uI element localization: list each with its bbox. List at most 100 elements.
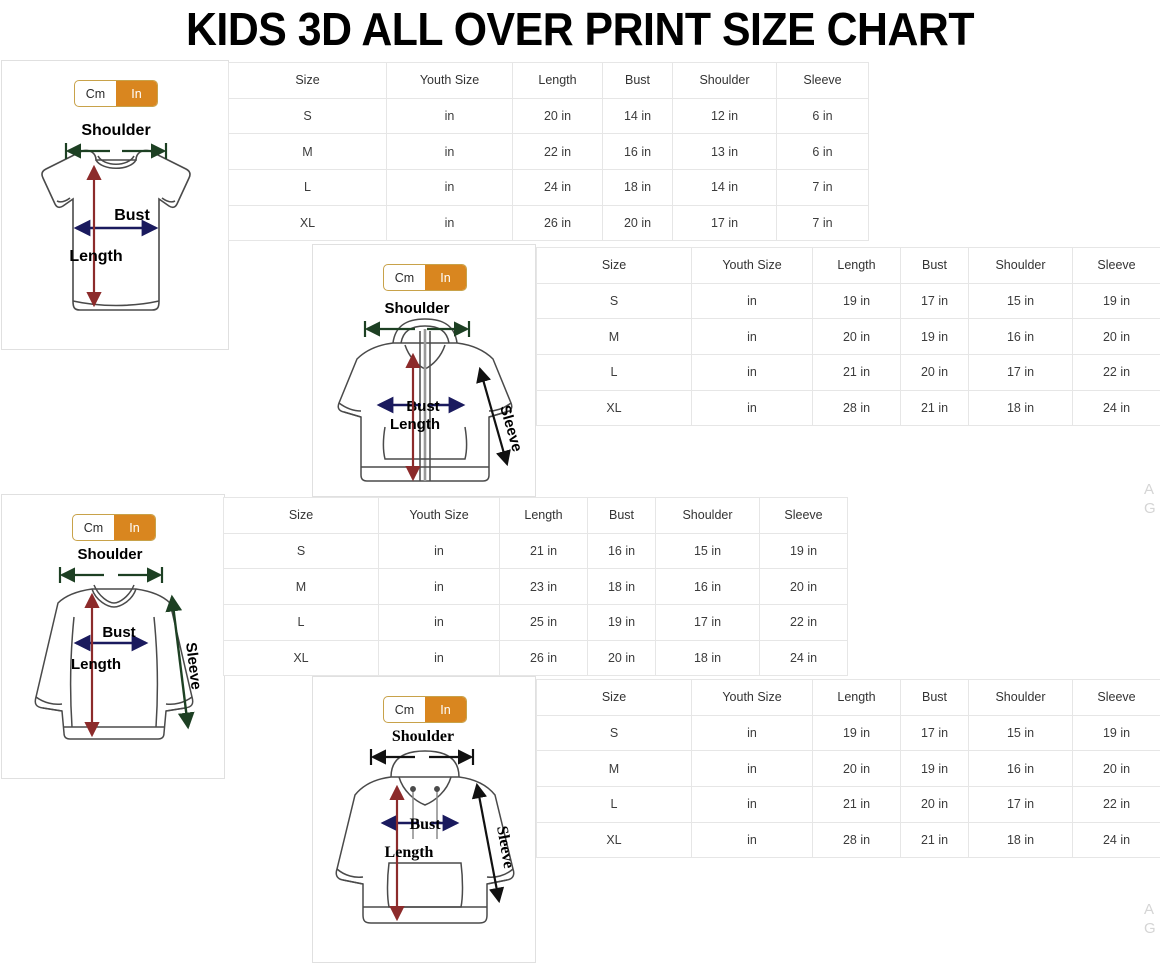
zip-hoodie-length-label: Length (390, 416, 440, 433)
cell-youth: in (378, 532, 500, 570)
table-row: M in 23 in 18 in 16 in 20 in (223, 568, 848, 606)
cell-size: M (536, 750, 692, 788)
cell-shoulder: 13 in (672, 133, 777, 171)
cell-sleeve: 6 in (776, 97, 869, 135)
unit-toggle-in[interactable]: In (116, 81, 157, 106)
cell-length: 21 in (812, 786, 901, 823)
cell-size: S (223, 532, 379, 570)
unit-toggle-cm[interactable]: Cm (394, 702, 415, 717)
unit-toggle-cm[interactable]: Cm (85, 86, 106, 101)
long-sleeve-sleeve-label: Sleeve (182, 641, 205, 690)
cell-shoulder: 16 in (968, 318, 1073, 356)
cell-bust: 20 in (602, 204, 673, 242)
unit-toggle-cm[interactable]: Cm (394, 270, 415, 285)
cell-sleeve: 6 in (776, 133, 869, 171)
cell-sleeve: 19 in (759, 532, 848, 570)
table-row: L in 21 in 20 in 17 in 22 in (536, 354, 1160, 391)
cell-bust: 19 in (587, 604, 656, 641)
zip-hoodie-bust-label: Bust (406, 398, 439, 415)
column-header-size: Size (223, 497, 379, 534)
table-row: M in 22 in 16 in 13 in 6 in (228, 133, 869, 171)
unit-toggle-in[interactable]: In (425, 265, 466, 290)
pullover-hoodie-sleeve-label: Sleeve (493, 825, 517, 870)
column-header-size: Size (228, 62, 387, 99)
size-table-zip-hoodie: Size Youth Size Length Bust Shoulder Sle… (536, 247, 1160, 427)
cell-length: 20 in (812, 318, 901, 356)
pullover-hoodie-diagram: Shoulder Bust Length Sleeve (335, 729, 517, 924)
cell-sleeve: 24 in (1072, 821, 1160, 859)
column-header-sleeve: Sleeve (1072, 247, 1160, 284)
cell-bust: 19 in (900, 750, 969, 788)
cell-length: 21 in (812, 354, 901, 391)
cell-sleeve: 20 in (759, 568, 848, 606)
cell-bust: 14 in (602, 97, 673, 135)
cell-youth: in (691, 354, 813, 391)
diagram-card-pullover-hoodie: Cm In Shoulde (312, 676, 536, 963)
cell-size: S (228, 97, 387, 135)
cell-size: M (223, 568, 379, 606)
cell-length: 28 in (812, 821, 901, 859)
cell-length: 19 in (812, 714, 901, 752)
unit-toggle-cm[interactable]: Cm (83, 520, 104, 535)
column-header-size: Size (536, 679, 692, 716)
cell-bust: 16 in (587, 532, 656, 570)
cell-shoulder: 18 in (968, 389, 1073, 427)
cell-youth: in (378, 568, 500, 606)
table-row: L in 25 in 19 in 17 in 22 in (223, 604, 848, 641)
diagram-card-tshirt: Cm In (1, 60, 229, 350)
unit-toggle-long-sleeve[interactable]: Cm In (72, 514, 156, 541)
column-header-youth-size: Youth Size (691, 679, 813, 716)
cell-shoulder: 18 in (968, 821, 1073, 859)
cell-sleeve: 20 in (1072, 318, 1160, 356)
column-header-sleeve: Sleeve (759, 497, 848, 534)
cell-sleeve: 7 in (776, 204, 869, 242)
cell-length: 26 in (512, 204, 603, 242)
cell-shoulder: 14 in (672, 169, 777, 206)
cell-length: 28 in (812, 389, 901, 427)
unit-toggle-in[interactable]: In (425, 697, 466, 722)
column-header-bust: Bust (587, 497, 656, 534)
cell-length: 20 in (812, 750, 901, 788)
zip-hoodie-diagram: Shoulder Bust Length Sleeve (337, 300, 526, 482)
unit-toggle-pullover-hoodie[interactable]: Cm In (383, 696, 467, 723)
cell-sleeve: 22 in (1072, 354, 1160, 391)
watermark-line-2: G (1144, 920, 1156, 937)
column-header-youth-size: Youth Size (386, 62, 513, 99)
column-header-sleeve: Sleeve (776, 62, 869, 99)
cell-shoulder: 15 in (655, 532, 760, 570)
unit-toggle-tshirt[interactable]: Cm In (74, 80, 158, 107)
table-row: L in 24 in 18 in 14 in 7 in (228, 169, 869, 206)
cell-shoulder: 17 in (968, 786, 1073, 823)
column-header-shoulder: Shoulder (968, 679, 1073, 716)
cell-shoulder: 15 in (968, 282, 1073, 320)
watermark-line-1: A (1144, 901, 1155, 918)
watermark-line-1: A (1144, 481, 1155, 498)
size-table-pullover-hoodie: Size Youth Size Length Bust Shoulder Sle… (536, 679, 1160, 859)
cell-size: L (536, 786, 692, 823)
column-header-shoulder: Shoulder (968, 247, 1073, 284)
column-header-sleeve: Sleeve (1072, 679, 1160, 716)
cell-bust: 20 in (900, 354, 969, 391)
cell-size: XL (536, 389, 692, 427)
watermark-line-2: G (1144, 500, 1156, 517)
cell-shoulder: 12 in (672, 97, 777, 135)
cell-bust: 21 in (900, 389, 969, 427)
column-header-size: Size (536, 247, 692, 284)
column-header-bust: Bust (900, 679, 969, 716)
table-header-row: Size Youth Size Length Bust Shoulder Sle… (536, 679, 1160, 716)
column-header-youth-size: Youth Size (378, 497, 500, 534)
cell-youth: in (386, 97, 513, 135)
cell-size: L (536, 354, 692, 391)
cell-youth: in (378, 639, 500, 677)
cell-size: S (536, 282, 692, 320)
table-row: XL in 28 in 21 in 18 in 24 in (536, 821, 1160, 859)
unit-toggle-in[interactable]: In (114, 515, 155, 540)
cell-youth: in (691, 750, 813, 788)
cell-youth: in (691, 714, 813, 752)
cell-youth: in (386, 133, 513, 171)
unit-toggle-zip-hoodie[interactable]: Cm In (383, 264, 467, 291)
cell-bust: 20 in (900, 786, 969, 823)
cell-size: S (536, 714, 692, 752)
column-header-bust: Bust (602, 62, 673, 99)
cell-length: 24 in (512, 169, 603, 206)
